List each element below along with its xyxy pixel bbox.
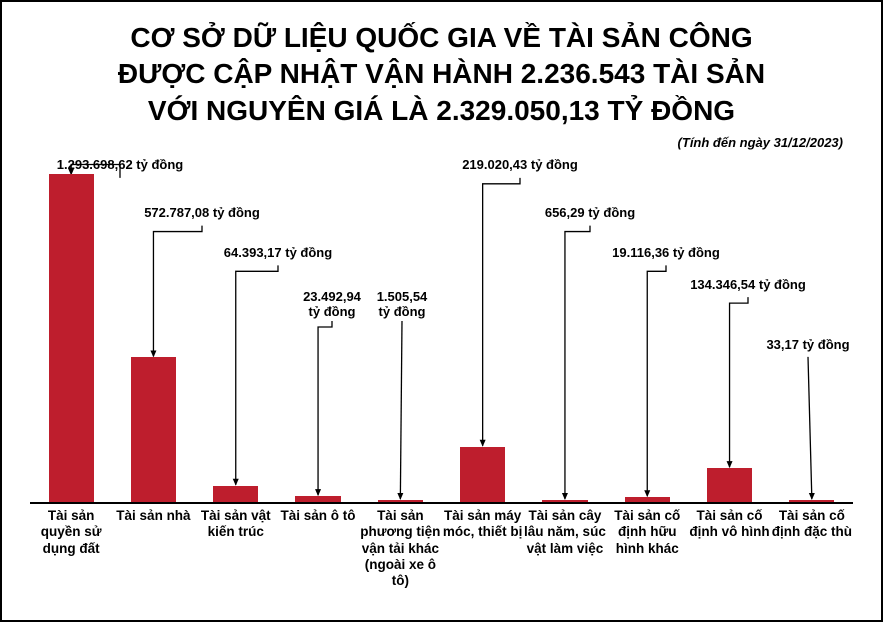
title-line-3: VỚI NGUYÊN GIÁ LÀ 2.329.050,13 TỶ ĐỒNG [148,95,735,126]
value-label: 64.393,17 tỷ đồng [208,246,348,261]
bar-chart: 1.293.698,62 tỷ đồng 572.787,08 tỷ đồng 64… [30,154,853,574]
x-axis-label: Tài sản máy móc, thiết bị [442,508,524,540]
title-line-2: ĐƯỢC CẬP NHẬT VẬN HÀNH 2.236.543 TÀI SẢN [118,58,765,89]
value-label: 1.293.698,62 tỷ đồng [50,158,190,173]
bar [213,486,258,502]
bar [460,447,505,503]
x-axis-label: Tài sản cố định vô hình [688,508,770,540]
value-label: 134.346,54 tỷ đồng [678,278,818,293]
plot-area: 1.293.698,62 tỷ đồng 572.787,08 tỷ đồng 64… [30,154,853,504]
x-axis-label: Tài sản vật kiến trúc [195,508,277,540]
value-label: 19.116,36 tỷ đồng [596,246,736,261]
title-line-1: CƠ SỞ DỮ LIỆU QUỐC GIA VỀ TÀI SẢN CÔNG [130,22,752,53]
bar [131,357,176,502]
bar [378,500,423,502]
x-axis-label: Tài sản cố định hữu hình khác [606,508,688,557]
value-label: 33,17 tỷ đồng [738,338,878,353]
x-axis-label: Tài sản nhà [112,508,194,524]
bar [789,500,834,502]
x-axis-labels: Tài sản quyền sử dụng đấtTài sản nhàTài … [30,504,853,574]
value-label: 219.020,43 tỷ đồng [450,158,590,173]
x-axis-label: Tài sản phương tiện vận tải khác (ngoài … [359,508,441,589]
x-axis-label: Tài sản ô tô [277,508,359,524]
bar [707,468,752,502]
infographic-frame: CƠ SỞ DỮ LIỆU QUỐC GIA VỀ TÀI SẢN CÔNG Đ… [0,0,883,622]
x-axis-label: Tài sản cố định đặc thù [771,508,853,540]
bar [542,500,587,502]
bar [49,174,94,502]
value-label: 1.505,54tỷ đồng [332,290,472,320]
chart-subtitle: (Tính đến ngày 31/12/2023) [30,135,853,150]
value-label: 572.787,08 tỷ đồng [132,206,272,221]
chart-title: CƠ SỞ DỮ LIỆU QUỐC GIA VỀ TÀI SẢN CÔNG Đ… [30,20,853,129]
bar [625,497,670,502]
bar [295,496,340,502]
x-axis-label: Tài sản cây lâu năm, súc vật làm việc [524,508,606,557]
value-label: 656,29 tỷ đồng [520,206,660,221]
x-axis-label: Tài sản quyền sử dụng đất [30,508,112,557]
